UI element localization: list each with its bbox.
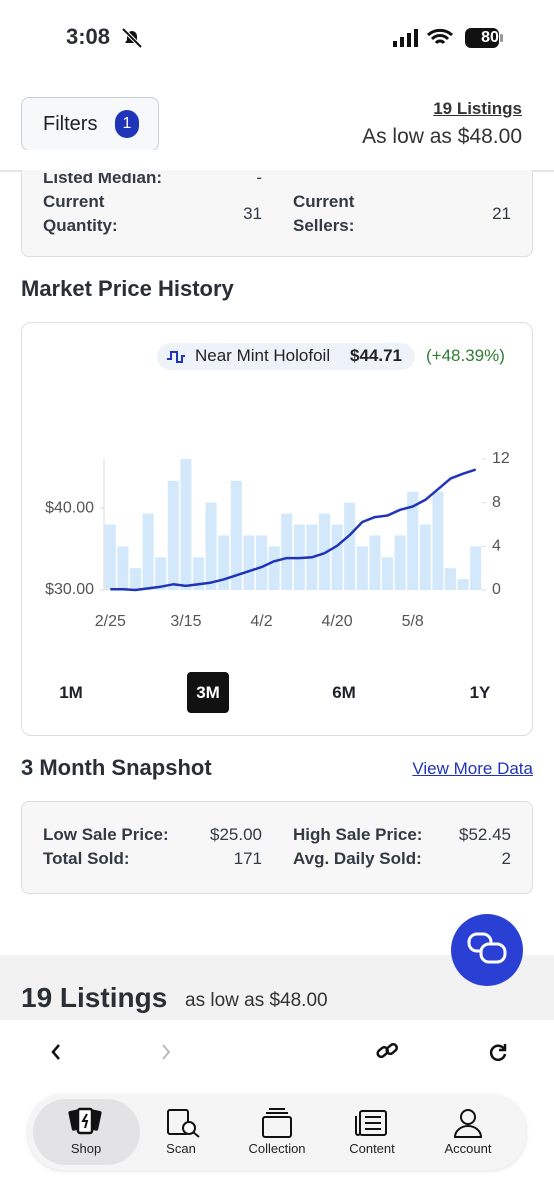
y-tick-label: $30.00 xyxy=(45,581,94,598)
view-more-link[interactable]: View More Data xyxy=(412,759,533,778)
volume-bar xyxy=(419,524,431,590)
snapshot-value: $25.00 xyxy=(210,825,262,844)
volume-bar xyxy=(167,480,179,590)
snapshot-label: Avg. Daily Sold: xyxy=(293,849,422,868)
volume-bar xyxy=(344,502,356,590)
y-tick-label: $40.00 xyxy=(45,499,94,516)
snapshot-card xyxy=(21,801,533,894)
volume-bar xyxy=(432,491,444,590)
volume-bar xyxy=(218,535,230,590)
x-tick-label: 3/15 xyxy=(170,613,201,630)
snapshot-label: High Sale Price: xyxy=(293,825,423,844)
filters-label: Filters xyxy=(43,113,98,135)
volume-bar xyxy=(117,546,129,590)
tab-label[interactable]: Content xyxy=(349,1141,395,1156)
y2-tick-label: 8 xyxy=(492,494,501,511)
back-button[interactable] xyxy=(51,1044,60,1060)
volume-bar xyxy=(155,557,167,590)
price-line xyxy=(110,468,477,592)
volume-bar xyxy=(104,524,116,590)
legend-icon xyxy=(167,351,185,363)
snapshot-value: $52.45 xyxy=(459,825,511,844)
listings-subtitle: as low as $48.00 xyxy=(185,990,328,1011)
shop-icon xyxy=(68,1107,102,1135)
volume-bar xyxy=(470,546,482,590)
range-button[interactable]: 1Y xyxy=(469,683,491,702)
snapshot-value: 171 xyxy=(233,849,262,868)
snapshot-title: 3 Month Snapshot xyxy=(21,755,212,780)
x-tick-label: 4/20 xyxy=(322,613,353,630)
scan-icon xyxy=(167,1109,200,1138)
volume-bar xyxy=(394,535,406,590)
chat-button[interactable] xyxy=(451,914,523,986)
volume-bar xyxy=(230,480,242,590)
tab-label[interactable]: Shop xyxy=(70,1141,102,1156)
volume-bar xyxy=(356,546,368,590)
x-tick-label: 5/8 xyxy=(402,613,424,630)
status-time: 3:08 xyxy=(66,24,111,49)
link-button[interactable] xyxy=(376,1043,398,1059)
volume-bar xyxy=(369,535,381,590)
stat-label: Current Quantity: xyxy=(43,192,118,235)
volume-bar xyxy=(268,546,280,590)
battery-level: 80 xyxy=(481,29,499,46)
collection-icon xyxy=(262,1108,292,1138)
low-price: As low as $48.00 xyxy=(362,125,522,148)
section-title: Market Price History xyxy=(21,276,234,301)
volume-bar xyxy=(407,491,419,590)
legend-price: $44.71 xyxy=(350,346,402,365)
volume-bar xyxy=(444,568,457,590)
volume-bar xyxy=(243,535,255,590)
volume-bar xyxy=(180,459,192,590)
y2-tick-label: 4 xyxy=(492,538,501,555)
range-button[interactable]: 6M xyxy=(332,683,356,702)
forward-button[interactable] xyxy=(162,1044,171,1060)
listings-title: 19 Listings xyxy=(21,982,168,1013)
volume-bar xyxy=(381,557,394,590)
volume-bar xyxy=(457,579,469,590)
tab-label[interactable]: Account xyxy=(444,1141,492,1156)
x-tick-label: 4/2 xyxy=(250,613,272,630)
filter-count: 1 xyxy=(115,110,139,138)
stat-value: 21 xyxy=(492,204,511,223)
x-tick-label: 2/25 xyxy=(95,613,126,630)
reload-button[interactable] xyxy=(489,1044,507,1061)
y2-tick-label: 12 xyxy=(492,450,510,467)
volume-bar xyxy=(255,535,268,590)
stat-value: 31 xyxy=(243,204,262,223)
stat-value: - xyxy=(256,168,262,187)
content-icon xyxy=(355,1110,387,1136)
range-button[interactable]: 3M xyxy=(187,672,229,713)
status-icons xyxy=(393,28,503,48)
stat-label: Current Sellers: xyxy=(293,192,355,235)
legend-change: (+48.39%) xyxy=(426,346,505,365)
volume-bar xyxy=(331,524,343,590)
y2-tick-label: 0 xyxy=(492,581,501,598)
tab-label[interactable]: Collection xyxy=(248,1141,306,1156)
volume-bar xyxy=(192,557,205,590)
legend-series-name: Near Mint Holofoil xyxy=(195,346,331,365)
tab-label[interactable]: Scan xyxy=(166,1141,196,1156)
volume-bar xyxy=(205,502,217,590)
range-button[interactable]: 1M xyxy=(59,683,83,702)
tab-icons xyxy=(68,1107,483,1138)
snapshot-label: Low Sale Price: xyxy=(43,825,169,844)
volume-bar xyxy=(129,568,142,590)
volume-bar xyxy=(281,513,293,590)
header-cover xyxy=(0,150,554,170)
volume-bar xyxy=(142,513,154,590)
listings-link[interactable]: 19 Listings xyxy=(433,99,522,118)
snapshot-label: Total Sold: xyxy=(43,849,130,868)
price-chart: $30.00 $40.00 0 4 8 12 2/25 3/15 4/2 4/20 5/8 xyxy=(45,450,510,630)
filters-button[interactable]: Filters 1 xyxy=(21,97,159,151)
stat-label: Listed Median: xyxy=(43,168,163,187)
account-icon xyxy=(453,1109,483,1138)
mute-icon xyxy=(121,27,143,49)
snapshot-value: 2 xyxy=(501,849,511,868)
browser-nav xyxy=(51,1043,507,1061)
legend-pill xyxy=(157,343,415,370)
